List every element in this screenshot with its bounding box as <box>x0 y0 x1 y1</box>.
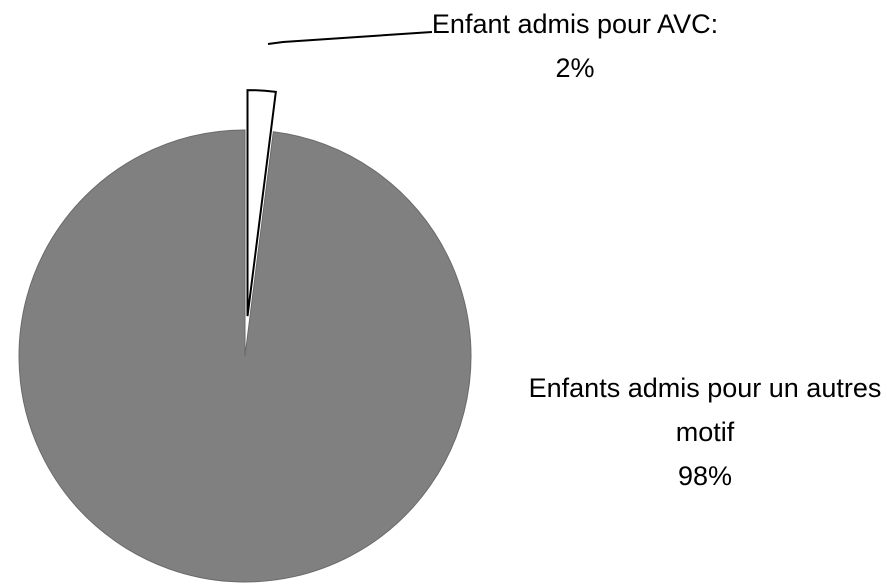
category-label: Enfant admis pour AVC: <box>431 9 719 39</box>
slice-label-1: Enfants admis pour un autres motif 98% <box>520 366 887 498</box>
pie-slice <box>18 129 472 583</box>
value-label: 2% <box>555 53 595 83</box>
value-label: 98% <box>677 461 733 491</box>
category-label: Enfants admis pour un autres motif <box>528 373 882 447</box>
leader-line <box>267 31 433 45</box>
pie-slice <box>246 89 277 317</box>
slice-label-0: Enfant admis pour AVC: 2% <box>410 2 740 90</box>
